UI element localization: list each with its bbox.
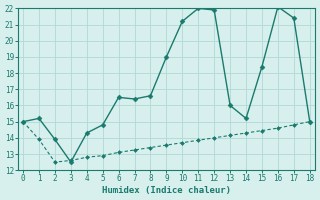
X-axis label: Humidex (Indice chaleur): Humidex (Indice chaleur) (102, 186, 231, 195)
